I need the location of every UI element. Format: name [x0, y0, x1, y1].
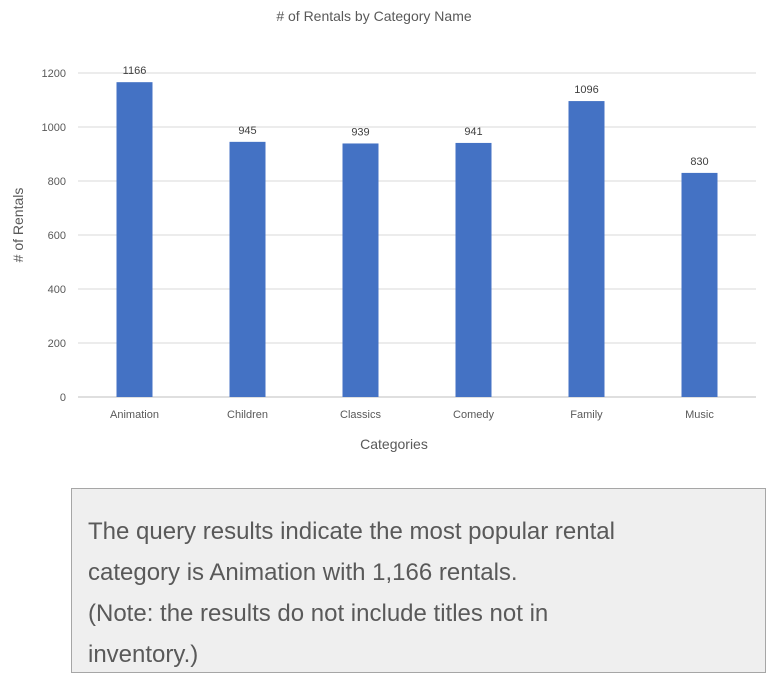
y-tick-label: 1000	[42, 122, 66, 134]
y-axis-tick-labels: 0 200 400 600 800 1000 1200	[42, 68, 66, 404]
chart-title: # of Rentals by Category Name	[276, 8, 472, 24]
x-category-label-animation: Animation	[110, 409, 159, 421]
data-label-comedy: 941	[464, 126, 482, 138]
x-axis-title: Categories	[360, 436, 428, 452]
data-label-family: 1096	[574, 84, 598, 96]
summary-line-4: inventory.)	[88, 641, 199, 668]
bar-classics	[342, 143, 379, 397]
x-category-label-music: Music	[685, 409, 714, 421]
x-axis-category-labels: Animation Children Classics Comedy Family Mus…	[110, 409, 714, 421]
y-tick-label: 800	[48, 176, 66, 188]
bar-family	[568, 101, 605, 397]
bar-music	[681, 172, 718, 397]
data-label-classics: 939	[351, 126, 369, 138]
y-tick-label: 200	[48, 338, 66, 350]
x-category-label-classics: Classics	[340, 409, 381, 421]
y-axis-title: # of Rentals	[10, 188, 26, 263]
summary-note-box: The query results indicate the most popu…	[71, 488, 766, 673]
data-label-music: 830	[690, 156, 708, 168]
summary-line-3: (Note: the results do not include titles…	[88, 600, 549, 627]
y-tick-label: 600	[48, 230, 66, 242]
data-label-animation: 1166	[123, 65, 147, 77]
y-tick-label: 1200	[42, 68, 66, 80]
y-tick-label: 0	[60, 392, 66, 404]
data-label-children: 945	[238, 125, 256, 137]
gridlines	[78, 72, 756, 398]
data-labels: 1166 945 939 941 1096 830	[123, 65, 709, 168]
bar-comedy	[455, 142, 492, 397]
bar-chart: # of Rentals by Category Name 0 200 400 600…	[10, 8, 756, 452]
y-tick-label: 400	[48, 284, 66, 296]
x-category-label-comedy: Comedy	[453, 409, 494, 421]
summary-line-1: The query results indicate the most popu…	[88, 518, 615, 545]
summary-line-2: category is Animation with 1,166 rentals…	[88, 559, 518, 586]
bar-animation	[116, 82, 153, 398]
x-category-label-children: Children	[227, 409, 268, 421]
x-category-label-family: Family	[570, 409, 603, 421]
bar-children	[229, 141, 266, 397]
bars	[116, 82, 718, 398]
